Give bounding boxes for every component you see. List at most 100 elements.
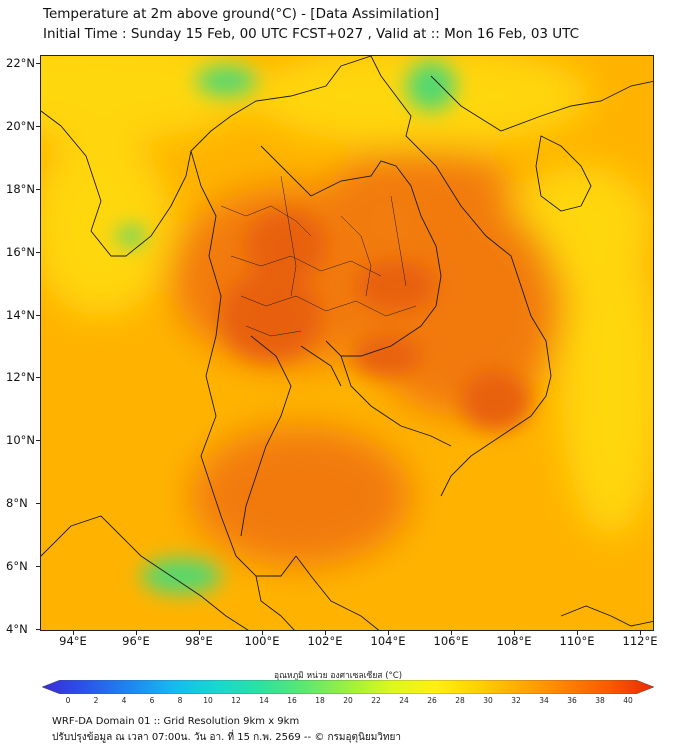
border-vietnam xyxy=(370,56,552,497)
lat-tick xyxy=(36,503,40,505)
lon-tick xyxy=(325,631,326,635)
lon-tick xyxy=(640,631,641,635)
lon-tick xyxy=(199,631,200,635)
border-cambodia-south xyxy=(340,355,452,447)
footer-resolution: WRF-DA Domain 01 :: Grid Resolution 9km … xyxy=(52,716,300,727)
lon-label: 94°E xyxy=(59,634,87,648)
colorbar-tick-label: 6 xyxy=(149,696,155,705)
cool-zone-3 xyxy=(117,226,145,246)
lon-tick xyxy=(577,631,578,635)
lat-label: 16°N xyxy=(6,244,35,259)
border-peninsula-west xyxy=(255,575,295,630)
province-line xyxy=(390,195,407,287)
colorbar-tick-label: 28 xyxy=(455,696,465,705)
temperature-field xyxy=(41,56,653,630)
colorbar-title: อุณหภูมิ หน่วย องศาเซลเซียส (°C) xyxy=(273,671,403,681)
lon-label: 112°E xyxy=(622,634,658,648)
lat-label: 10°N xyxy=(6,433,35,448)
lat-tick xyxy=(36,377,40,379)
province-line xyxy=(240,295,417,317)
hot-zone-central xyxy=(221,271,321,361)
lat-label: 4°N xyxy=(6,622,28,636)
map-subtitle: Initial Time : Sunday 15 Feb, 00 UTC FCS… xyxy=(43,26,580,42)
lon-tick xyxy=(451,631,452,635)
lon-label: 106°E xyxy=(433,634,469,648)
lon-label: 96°E xyxy=(122,634,150,648)
lon-label: 100°E xyxy=(244,634,280,648)
province-line xyxy=(340,215,372,297)
province-borders xyxy=(220,175,417,337)
lat-tick xyxy=(36,188,40,190)
mild-zone-myanmar xyxy=(41,136,171,316)
province-line xyxy=(230,255,382,277)
lat-label: 8°N xyxy=(6,496,28,511)
lon-label: 104°E xyxy=(370,634,406,648)
lat-tick xyxy=(36,125,40,127)
lat-tick xyxy=(36,440,40,442)
coast-gulf-north xyxy=(300,345,342,387)
mild-zone-east xyxy=(561,236,653,536)
lat-tick xyxy=(36,251,40,253)
province-line xyxy=(280,175,297,297)
lon-tick xyxy=(514,631,515,635)
colorbar-tick-label: 12 xyxy=(231,696,241,705)
lat-tick xyxy=(36,629,40,630)
colorbar-tick-label: 22 xyxy=(371,696,381,705)
lon-tick xyxy=(262,631,263,635)
colorbar-tick-label: 32 xyxy=(511,696,521,705)
lat-label: 12°N xyxy=(6,370,35,385)
colorbar-tick-label: 16 xyxy=(287,696,297,705)
lon-label: 98°E xyxy=(185,634,213,648)
hot-zone-isan xyxy=(356,261,436,311)
colorbar-tick-label: 18 xyxy=(315,696,325,705)
hot-zone-cambodia xyxy=(351,336,421,376)
colorbar-tick-label: 36 xyxy=(567,696,577,705)
border-myanmar-thailand xyxy=(190,150,297,577)
lat-label: 22°N xyxy=(6,56,35,70)
lon-tick xyxy=(388,631,389,635)
province-line xyxy=(220,205,312,237)
lat-tick xyxy=(36,566,40,568)
border-myanmar-china xyxy=(41,56,372,257)
lon-label: 102°E xyxy=(307,634,343,648)
border-peninsula-east xyxy=(295,555,380,630)
cool-zone-1 xyxy=(196,66,256,96)
colorbar-tick-label: 8 xyxy=(177,696,183,705)
coast-borneo xyxy=(560,605,653,627)
lon-label: 110°E xyxy=(559,634,595,648)
colorbar-tick-label: 34 xyxy=(539,696,549,705)
colorbar-tick-label: 24 xyxy=(399,696,409,705)
map-title: Temperature at 2m above ground(°C) - [Da… xyxy=(43,6,440,22)
colorbar-tick-label: 26 xyxy=(427,696,437,705)
colorbar-tick-label: 40 xyxy=(623,696,633,705)
coast-hainan xyxy=(535,135,592,212)
colorbar-tick-label: 14 xyxy=(259,696,269,705)
province-line xyxy=(245,325,302,337)
lat-label: 20°N xyxy=(6,118,35,133)
lat-label: 14°N xyxy=(6,307,35,322)
coast-china xyxy=(430,75,653,132)
footer-update: ปรับปรุงข้อมูล ณ เวลา 07:00น. วัน อา. ที… xyxy=(52,732,401,743)
colorbar-tick-label: 4 xyxy=(121,696,127,705)
coast-gulf-west xyxy=(240,335,292,537)
cool-zone-2 xyxy=(406,61,456,111)
temperature-map xyxy=(40,55,654,631)
warm-zone-peninsula xyxy=(191,426,411,566)
lon-tick xyxy=(136,631,137,635)
lon-tick xyxy=(73,631,74,635)
lat-tick xyxy=(36,63,40,64)
hot-zone-vietnam xyxy=(461,371,531,431)
country-borders xyxy=(41,56,653,630)
coast-sumatra xyxy=(41,515,249,630)
colorbar-tick-label: 38 xyxy=(595,696,605,705)
hot-zone-north xyxy=(246,211,326,281)
lat-label: 6°N xyxy=(6,559,28,574)
border-cambodia-north xyxy=(325,305,437,357)
colorbar-gradient xyxy=(41,679,655,695)
colorbar xyxy=(41,679,655,695)
colorbar-tick-label: 20 xyxy=(343,696,353,705)
cool-zone-4 xyxy=(141,558,221,594)
lat-tick xyxy=(36,314,40,316)
colorbar-tick-label: 10 xyxy=(203,696,213,705)
border-laos xyxy=(260,145,442,307)
